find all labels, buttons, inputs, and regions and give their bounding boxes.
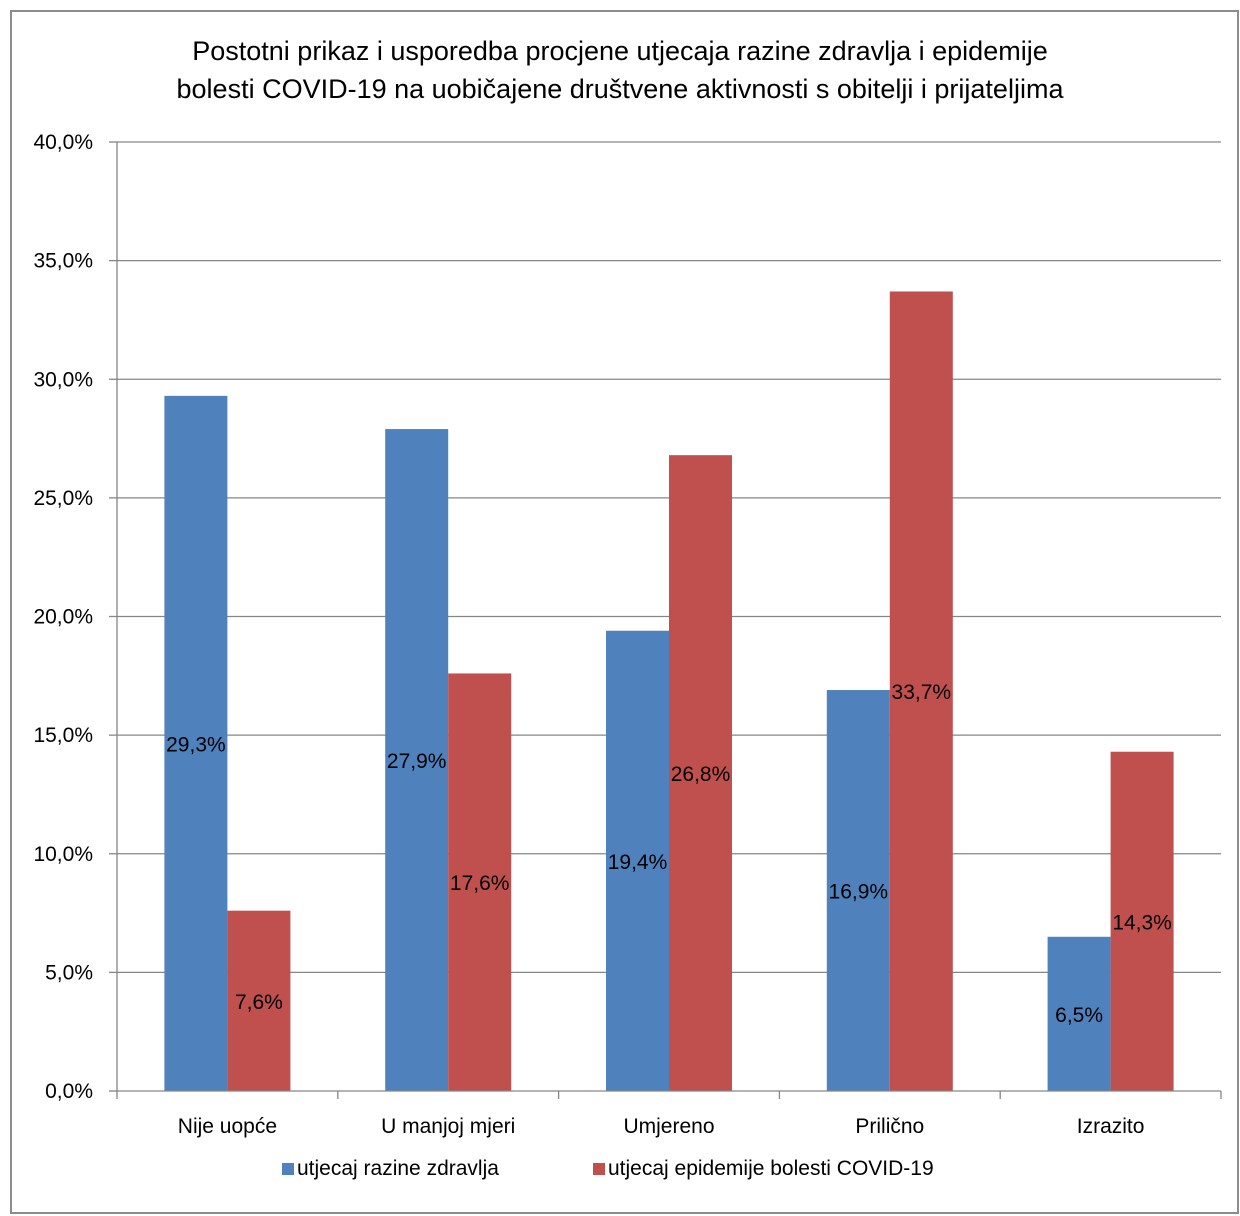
bar — [826, 690, 890, 1091]
bar — [1110, 751, 1174, 1091]
x-tick-label: Umjereno — [623, 1115, 714, 1138]
bar — [385, 429, 449, 1091]
legend-swatch — [282, 1163, 294, 1175]
bar — [164, 395, 228, 1091]
y-tick-label: 35,0% — [33, 250, 93, 273]
bar — [889, 291, 953, 1091]
bar — [669, 455, 732, 1091]
data-label: 16,9% — [829, 881, 889, 904]
y-tick-label: 40,0% — [33, 131, 93, 154]
bar — [1047, 936, 1111, 1091]
y-tick-labels: 0,0% 5,0% 10,0% 15,0% 20,0% 25,0% 30,0% 35,0% 40… — [33, 131, 93, 1103]
axes — [109, 141, 1222, 1099]
x-tick-label: Izrazito — [1077, 1115, 1145, 1138]
data-label: 33,7% — [892, 681, 952, 704]
chart-title-line-2: bolesti COVID-19 na uobičajene društvene… — [176, 74, 1064, 104]
chart-title: Postotni prikaz i usporedba procjene utj… — [0, 32, 1240, 108]
y-tick-label: 5,0% — [45, 961, 93, 984]
data-label: 19,4% — [608, 851, 668, 874]
bars — [164, 291, 1174, 1091]
chart-title-line-1: Postotni prikaz i usporedba procjene utj… — [192, 36, 1048, 66]
y-tick-label: 25,0% — [33, 487, 93, 510]
y-tick-label: 15,0% — [33, 724, 93, 747]
y-tick-label: 0,0% — [45, 1080, 93, 1103]
data-label: 7,6% — [235, 991, 283, 1014]
y-tick-label: 20,0% — [33, 606, 93, 629]
x-tick-label: Nije uopće — [178, 1115, 277, 1138]
x-tick-labels: Nije uopće U manjoj mjeri Umjereno Prilično… — [178, 1115, 1145, 1138]
bar — [606, 630, 669, 1091]
data-label: 17,6% — [450, 872, 510, 895]
data-label: 27,9% — [387, 750, 447, 773]
bar — [448, 673, 512, 1091]
data-label: 6,5% — [1055, 1004, 1103, 1027]
legend-swatch — [593, 1163, 605, 1175]
x-tick-label: U manjoj mjeri — [381, 1115, 515, 1138]
legend-label: utjecaj epidemije bolesti COVID-19 — [608, 1157, 934, 1180]
y-tick-label: 10,0% — [33, 843, 93, 866]
legend: utjecaj razine zdravlja utjecaj epidemije… — [282, 1157, 934, 1180]
data-label: 14,3% — [1112, 911, 1172, 934]
x-tick-label: Prilično — [855, 1115, 924, 1138]
data-label: 26,8% — [671, 763, 731, 786]
data-labels: 29,3% 7,6% 27,9% 17,6% 19,4% 26,8% 16,9% 33,7% 6… — [166, 681, 1172, 1027]
data-label: 29,3% — [166, 733, 226, 756]
bar — [227, 910, 291, 1091]
y-tick-label: 30,0% — [33, 368, 93, 391]
legend-label: utjecaj razine zdravlja — [297, 1157, 499, 1180]
